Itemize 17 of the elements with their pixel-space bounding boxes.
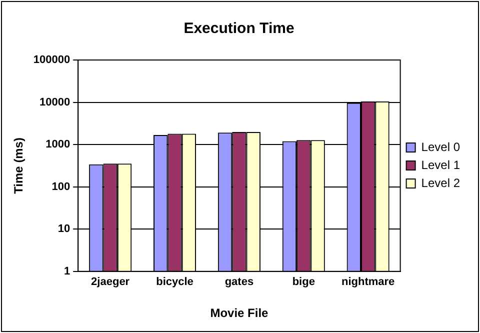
x-tick-label: gates <box>224 276 254 288</box>
legend-label: Level 0 <box>421 140 460 154</box>
y-tick-label: 10 <box>58 223 70 236</box>
legend-label: Level 1 <box>421 158 460 172</box>
y-tick-label: 100000 <box>33 54 70 66</box>
x-tick-label: bige <box>292 276 315 288</box>
y-axis-title: Time (ms) <box>12 137 26 194</box>
x-axis-title: Movie File <box>210 306 269 320</box>
y-tick-label: 1 <box>64 265 70 278</box>
y-tick-label: 1000 <box>46 138 70 151</box>
legend-label: Level 2 <box>421 176 460 190</box>
chart-title: Execution Time <box>184 20 294 38</box>
y-tick-label: 10000 <box>40 96 70 108</box>
x-tick-label: nightmare <box>341 276 395 288</box>
x-tick-label: 2jaeger <box>91 276 130 288</box>
x-tick-label: bicycle <box>156 276 194 288</box>
y-tick-label: 100 <box>52 180 70 193</box>
